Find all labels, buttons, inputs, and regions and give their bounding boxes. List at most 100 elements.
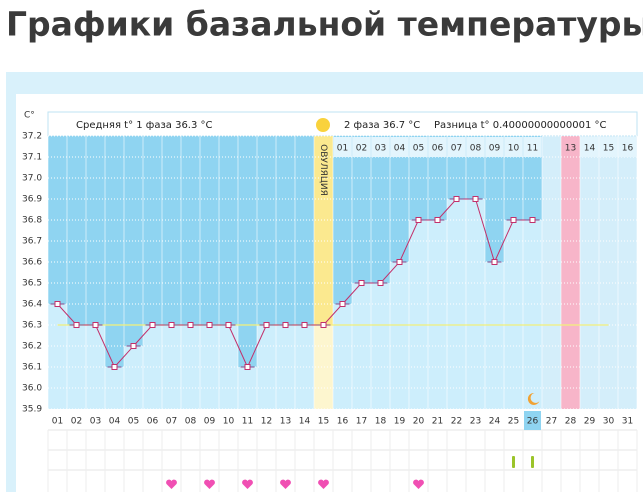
day2-cell [523, 137, 542, 157]
y-tick-label: 36.9 [22, 195, 42, 205]
x-tick-label: 06 [147, 417, 159, 427]
phase2-day: 10 [508, 144, 520, 154]
point [187, 322, 194, 328]
column-bg [561, 136, 580, 409]
x-tick-label: 08 [185, 417, 197, 427]
x-tick-label: 22 [451, 417, 462, 427]
x-tick-label: 02 [71, 417, 82, 427]
x-tick-label: 15 [318, 417, 329, 427]
point [453, 196, 460, 202]
point [301, 322, 308, 328]
x-tick-label: 01 [52, 417, 63, 427]
bar [390, 262, 409, 409]
x-tick-label: 09 [204, 417, 216, 427]
phase2-day: 15 [603, 144, 614, 154]
x-tick-label: 17 [356, 417, 367, 427]
y-tick-label: 35.9 [22, 405, 42, 415]
bar [333, 304, 352, 409]
x-tick-label: 26 [527, 417, 539, 427]
point [529, 217, 536, 223]
x-tick-label: 13 [280, 417, 291, 427]
point [434, 217, 441, 223]
point [339, 301, 346, 307]
y-tick-label: 36.3 [22, 321, 42, 331]
x-tick-label: 20 [413, 417, 425, 427]
day2-cell [485, 137, 504, 157]
column-bg [599, 136, 618, 409]
day2-cell [447, 137, 466, 157]
x-tick-label: 25 [508, 417, 519, 427]
y-axis-label: C° [24, 111, 35, 121]
x-tick-label: 31 [622, 417, 633, 427]
phase1-text: Средняя t° 1 фаза 36.3 °C [76, 120, 213, 131]
bar [371, 283, 390, 409]
x-tick-label: 27 [546, 417, 557, 427]
x-tick-label: 30 [603, 417, 615, 427]
phase2-day: 16 [622, 144, 634, 154]
heart-icon [318, 479, 329, 489]
x-tick-label: 12 [261, 417, 272, 427]
heart-icon [204, 479, 215, 489]
x-tick-label: 14 [299, 417, 311, 427]
point [320, 322, 327, 328]
phase2-day: 14 [584, 144, 596, 154]
day2-cell [580, 137, 599, 157]
y-tick-label: 36.2 [22, 342, 42, 352]
sun-icon [316, 118, 330, 132]
bar [485, 262, 504, 409]
page-title: Графики базальной температуры [6, 5, 643, 44]
column-bg [238, 136, 257, 409]
x-tick-label: 23 [470, 417, 481, 427]
day2-cell [504, 137, 523, 157]
y-tick-label: 36.4 [22, 300, 42, 310]
point [415, 217, 422, 223]
bar [466, 199, 485, 409]
phase2-day: 02 [356, 144, 367, 154]
x-tick-label: 16 [337, 417, 349, 427]
day2-cell [371, 137, 390, 157]
heart-icon [166, 479, 177, 489]
x-tick-label: 24 [489, 417, 501, 427]
bar [428, 220, 447, 409]
phase2-day: 06 [432, 144, 444, 154]
day2-cell [390, 137, 409, 157]
y-tick-label: 37.0 [22, 174, 42, 184]
day2-cell [333, 137, 352, 157]
phase2-day: 03 [375, 144, 386, 154]
phase2-day: 09 [489, 144, 501, 154]
green-mark [512, 456, 515, 468]
moon-icon [527, 392, 540, 405]
phase2-day: 13 [565, 144, 576, 154]
x-tick-label: 18 [375, 417, 387, 427]
difference-text: Разница t° 0.40000000000001 °C [434, 120, 607, 131]
bar [124, 346, 143, 409]
point [396, 259, 403, 265]
phase2-day: 05 [413, 144, 424, 154]
column-bg [618, 136, 637, 409]
temperature-line [57, 198, 533, 369]
day2-cell [599, 137, 618, 157]
today-cell [524, 411, 541, 430]
point [472, 196, 479, 202]
x-tick-label: 28 [565, 417, 577, 427]
point [111, 364, 118, 370]
bar [352, 283, 371, 409]
point [244, 364, 251, 370]
y-tick-label: 37.2 [22, 132, 42, 142]
phase2-day: 08 [470, 144, 482, 154]
x-tick-label: 03 [90, 417, 101, 427]
bar [523, 220, 542, 409]
phase2-day: 01 [337, 144, 348, 154]
point [377, 280, 384, 286]
day2-cell [618, 137, 637, 157]
point [358, 280, 365, 286]
bar [48, 304, 67, 409]
x-tick-label: 04 [109, 417, 121, 427]
column-bg [105, 136, 124, 409]
point [225, 322, 232, 328]
column-bg [580, 136, 599, 409]
y-tick-label: 37.1 [22, 153, 42, 163]
point [510, 217, 517, 223]
y-tick-label: 36.6 [22, 258, 42, 268]
